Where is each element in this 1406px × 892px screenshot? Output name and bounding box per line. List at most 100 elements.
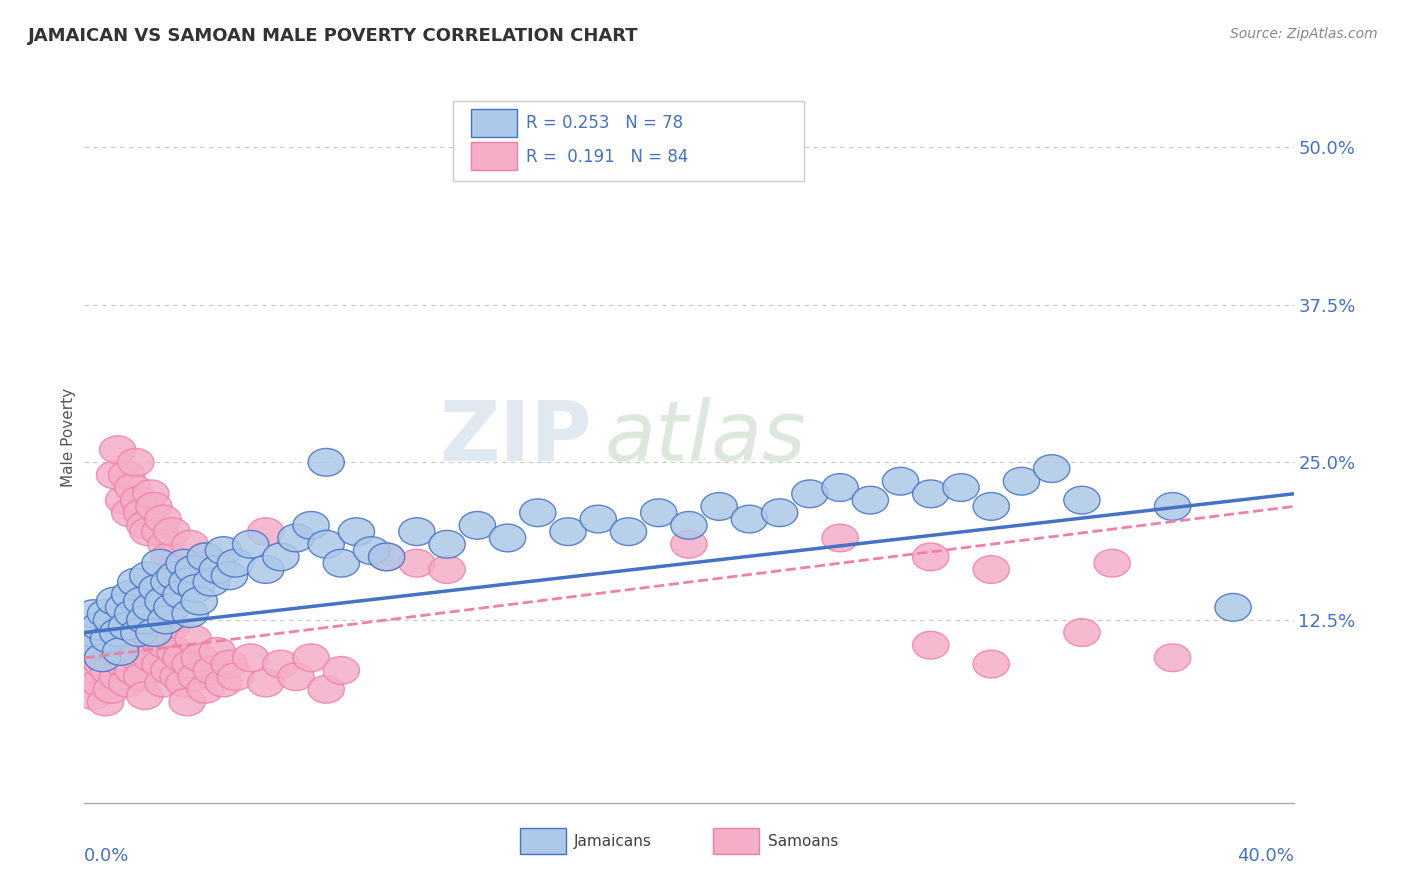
Ellipse shape (193, 657, 229, 684)
Ellipse shape (97, 638, 132, 665)
Ellipse shape (883, 467, 918, 495)
Ellipse shape (973, 650, 1010, 678)
Ellipse shape (205, 537, 242, 565)
Ellipse shape (1154, 492, 1191, 520)
Ellipse shape (160, 663, 197, 690)
Ellipse shape (142, 650, 179, 678)
Ellipse shape (205, 669, 242, 697)
Ellipse shape (105, 486, 142, 514)
Ellipse shape (97, 461, 132, 489)
Ellipse shape (399, 549, 434, 577)
Ellipse shape (187, 543, 224, 571)
Ellipse shape (124, 587, 160, 615)
Ellipse shape (339, 517, 374, 546)
FancyBboxPatch shape (453, 101, 804, 181)
Ellipse shape (702, 492, 737, 520)
Ellipse shape (121, 486, 157, 514)
Text: Samoans: Samoans (768, 834, 838, 849)
Ellipse shape (232, 644, 269, 672)
Ellipse shape (132, 644, 169, 672)
Ellipse shape (166, 549, 202, 577)
Ellipse shape (973, 556, 1010, 583)
Ellipse shape (127, 511, 163, 540)
FancyBboxPatch shape (471, 143, 517, 170)
Ellipse shape (153, 593, 190, 621)
Ellipse shape (671, 531, 707, 558)
Ellipse shape (153, 517, 190, 546)
Ellipse shape (172, 650, 208, 678)
Ellipse shape (218, 549, 253, 577)
Ellipse shape (353, 537, 389, 565)
Text: 0.0%: 0.0% (84, 847, 129, 864)
Ellipse shape (105, 650, 142, 678)
Ellipse shape (1154, 644, 1191, 672)
Ellipse shape (973, 492, 1010, 520)
Ellipse shape (823, 474, 858, 501)
Ellipse shape (100, 663, 136, 690)
Ellipse shape (912, 543, 949, 571)
Ellipse shape (181, 587, 218, 615)
Text: JAMAICAN VS SAMOAN MALE POVERTY CORRELATION CHART: JAMAICAN VS SAMOAN MALE POVERTY CORRELAT… (28, 27, 638, 45)
Ellipse shape (179, 574, 214, 602)
Ellipse shape (118, 449, 153, 476)
Ellipse shape (139, 574, 176, 602)
Ellipse shape (82, 669, 118, 697)
Ellipse shape (169, 688, 205, 715)
Text: Source: ZipAtlas.com: Source: ZipAtlas.com (1230, 27, 1378, 41)
Ellipse shape (87, 599, 124, 627)
Ellipse shape (121, 619, 157, 647)
Ellipse shape (187, 543, 224, 571)
Ellipse shape (247, 517, 284, 546)
Ellipse shape (912, 632, 949, 659)
Text: ZIP: ZIP (440, 397, 592, 477)
Ellipse shape (105, 593, 142, 621)
Text: R = 0.253   N = 78: R = 0.253 N = 78 (526, 113, 683, 131)
Ellipse shape (292, 644, 329, 672)
Ellipse shape (108, 669, 145, 697)
Ellipse shape (90, 625, 127, 653)
Ellipse shape (163, 644, 200, 672)
Ellipse shape (142, 517, 179, 546)
Ellipse shape (247, 556, 284, 583)
Ellipse shape (912, 480, 949, 508)
Ellipse shape (84, 650, 121, 678)
Ellipse shape (139, 625, 176, 653)
Ellipse shape (211, 562, 247, 590)
Ellipse shape (368, 543, 405, 571)
Ellipse shape (90, 657, 127, 684)
Ellipse shape (145, 669, 181, 697)
Text: Jamaicans: Jamaicans (574, 834, 652, 849)
Ellipse shape (115, 657, 150, 684)
Ellipse shape (103, 638, 139, 665)
FancyBboxPatch shape (520, 829, 565, 854)
Ellipse shape (115, 474, 150, 501)
Ellipse shape (172, 599, 208, 627)
Ellipse shape (641, 499, 676, 526)
Ellipse shape (87, 688, 124, 715)
Ellipse shape (100, 436, 136, 464)
Ellipse shape (181, 644, 218, 672)
Ellipse shape (263, 650, 299, 678)
Ellipse shape (731, 505, 768, 533)
Ellipse shape (163, 581, 200, 608)
Ellipse shape (129, 517, 166, 546)
Ellipse shape (1033, 455, 1070, 483)
Ellipse shape (174, 625, 211, 653)
Ellipse shape (278, 663, 314, 690)
Ellipse shape (111, 632, 148, 659)
Ellipse shape (115, 599, 150, 627)
Ellipse shape (232, 531, 269, 558)
Ellipse shape (108, 613, 145, 640)
Ellipse shape (118, 613, 153, 640)
Ellipse shape (399, 517, 434, 546)
Ellipse shape (127, 681, 163, 709)
Y-axis label: Male Poverty: Male Poverty (60, 387, 76, 487)
Ellipse shape (76, 599, 111, 627)
Ellipse shape (132, 593, 169, 621)
Ellipse shape (187, 675, 224, 703)
Ellipse shape (82, 613, 118, 640)
Ellipse shape (145, 587, 181, 615)
Ellipse shape (166, 669, 202, 697)
Ellipse shape (136, 492, 172, 520)
Ellipse shape (129, 562, 166, 590)
